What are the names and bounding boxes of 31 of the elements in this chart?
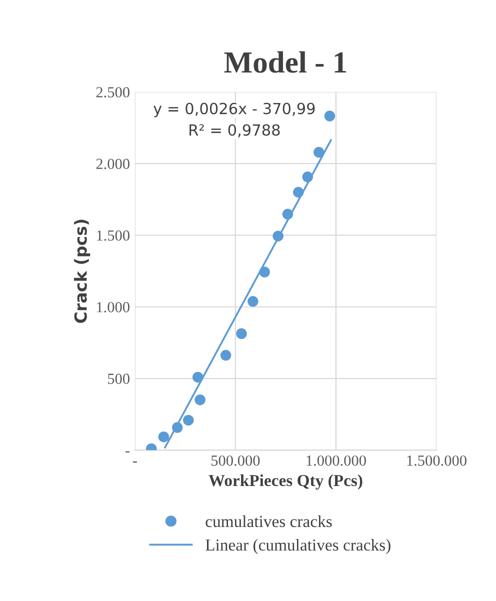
x-tick-label: 1.000.000 bbox=[306, 455, 366, 466]
point bbox=[313, 146, 324, 158]
legend-label: Linear (cumulatives cracks) bbox=[206, 538, 390, 554]
point bbox=[272, 230, 284, 242]
point bbox=[183, 414, 194, 426]
point bbox=[192, 372, 204, 383]
point bbox=[172, 422, 183, 433]
y-tick-label: 1.000 bbox=[97, 302, 130, 312]
chart-title: Model - 1 bbox=[224, 51, 346, 73]
y-tick-label: 2.000 bbox=[96, 158, 130, 170]
point bbox=[194, 394, 206, 406]
annotation: R² = 0,9788 bbox=[190, 124, 280, 138]
point bbox=[158, 431, 170, 442]
annotation: y = 0,0026x - 370,99 bbox=[154, 102, 315, 118]
legend-label: cumulatives cracks bbox=[206, 515, 332, 528]
point bbox=[248, 296, 258, 307]
point bbox=[259, 266, 270, 278]
point bbox=[236, 328, 247, 340]
point bbox=[324, 110, 336, 122]
point bbox=[292, 186, 304, 198]
y-tick-label: - bbox=[126, 451, 130, 452]
x-tick-label: 500.000 bbox=[211, 455, 260, 466]
point bbox=[302, 172, 313, 182]
point bbox=[220, 350, 232, 361]
y-axis-title: Crack (pcs) bbox=[74, 220, 90, 323]
x-tick-label: 1.500.000 bbox=[407, 455, 466, 466]
point bbox=[282, 208, 294, 220]
y-tick-label: 500 bbox=[108, 374, 130, 384]
x-axis-title: WorkPieces Qty (Pcs) bbox=[208, 474, 362, 490]
y-tick-label: 2.500 bbox=[96, 87, 130, 98]
y-tick-label: 1.500 bbox=[97, 230, 130, 241]
